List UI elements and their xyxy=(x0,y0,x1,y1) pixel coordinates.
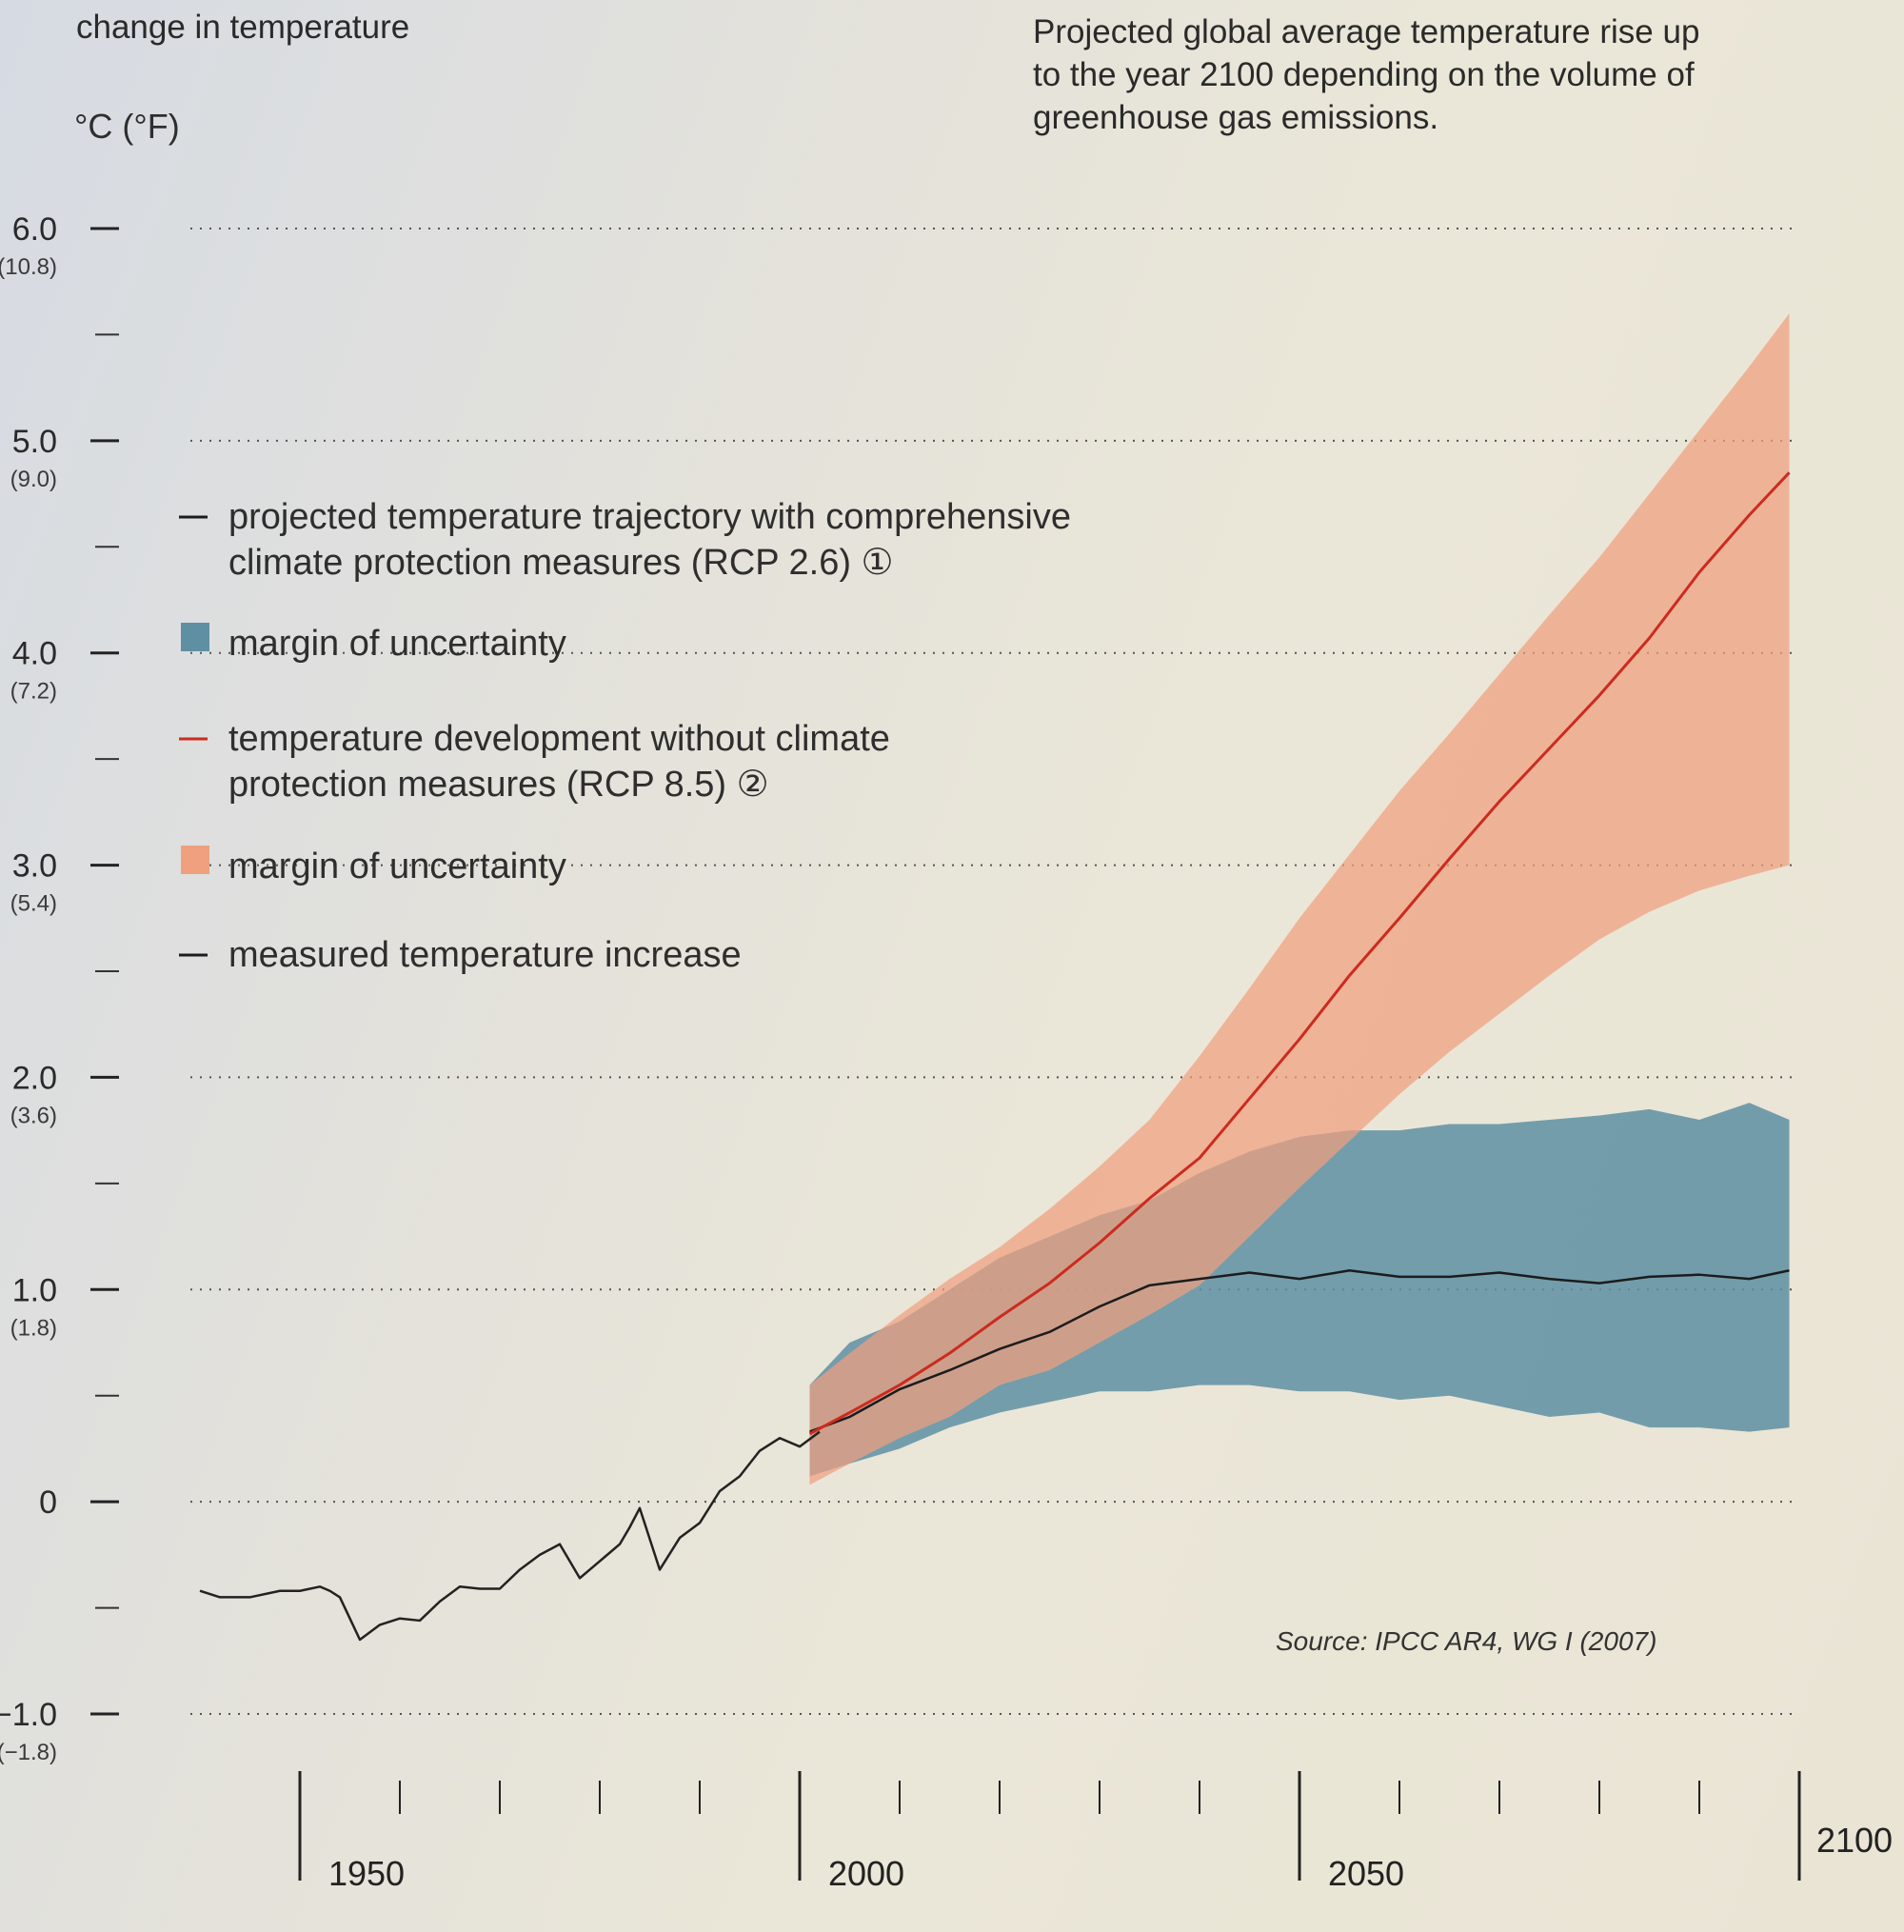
y-tick-label: 5.0 xyxy=(12,424,57,460)
uncertainty-band-rcp85 xyxy=(809,313,1790,1485)
y-tick-label: 1.0 xyxy=(12,1272,57,1308)
chart-title: Projected global average temperature ris… xyxy=(1033,13,1699,136)
y-tick-sublabel: (1.8) xyxy=(10,1315,57,1341)
y-tick-label: 4.0 xyxy=(12,636,57,672)
source-note: Source: IPCC AR4, WG I (2007) xyxy=(1276,1626,1656,1656)
legend-label: margin of uncertainty xyxy=(228,846,566,886)
y-tick-sublabel: (−1.8) xyxy=(0,1740,57,1765)
uncertainty-band-rcp26 xyxy=(809,1103,1790,1477)
measured-line xyxy=(199,1430,821,1642)
y-tick-label: 0 xyxy=(39,1484,57,1521)
rcp85-line xyxy=(808,471,1791,1436)
axis-unit: °C (°F) xyxy=(74,107,180,146)
y-tick-sublabel: (9.0) xyxy=(10,467,57,492)
gridlines xyxy=(190,228,1799,1715)
legend-swatch xyxy=(181,846,209,874)
y-tick-sublabel: (7.2) xyxy=(10,679,57,705)
legend-label: projected temperature trajectory with co… xyxy=(228,497,1071,537)
chart-title-line: Projected global average temperature ris… xyxy=(1033,13,1699,50)
y-tick-sublabel: (5.4) xyxy=(10,891,57,917)
y-tick-label: −1.0 xyxy=(0,1697,57,1733)
rcp26-line xyxy=(809,1268,1790,1433)
x-tick-label: 2050 xyxy=(1328,1854,1404,1893)
x-tick-label: 2100 xyxy=(1816,1821,1893,1860)
y-tick-label: 2.0 xyxy=(12,1060,57,1096)
legend-label: temperature development without climate xyxy=(228,719,890,759)
y-tick-sublabel: (10.8) xyxy=(0,254,57,280)
legend-swatch xyxy=(181,623,209,651)
legend-label: measured temperature increase xyxy=(228,935,742,975)
y-tick-sublabel: (3.6) xyxy=(10,1103,57,1128)
uncertainty-bands xyxy=(809,313,1790,1485)
x-axis: 1950 2000 2050 2100 xyxy=(298,1771,1893,1893)
chart-title-line: greenhouse gas emissions. xyxy=(1033,99,1438,136)
axis-title-line-1: change in temperature xyxy=(76,9,409,46)
legend: projected temperature trajectory with co… xyxy=(179,497,1071,975)
legend-label: margin of uncertainty xyxy=(228,624,566,664)
x-tick-label: 2000 xyxy=(828,1854,904,1893)
series-lines xyxy=(199,471,1791,1642)
legend-label: protection measures (RCP 8.5) ② xyxy=(228,765,769,805)
chart-title-line: to the year 2100 depending on the volume… xyxy=(1033,56,1695,93)
y-tick-label: 3.0 xyxy=(12,848,57,885)
x-tick-label: 1950 xyxy=(328,1854,405,1893)
y-tick-label: 6.0 xyxy=(12,211,57,248)
y-axis: 6.0 (10.8) 5.0 (9.0) 4.0 (7.2) 3.0 (5.4) 2.0 (3.6… xyxy=(0,211,119,1765)
legend-label: climate protection measures (RCP 2.6) ① xyxy=(228,543,894,583)
